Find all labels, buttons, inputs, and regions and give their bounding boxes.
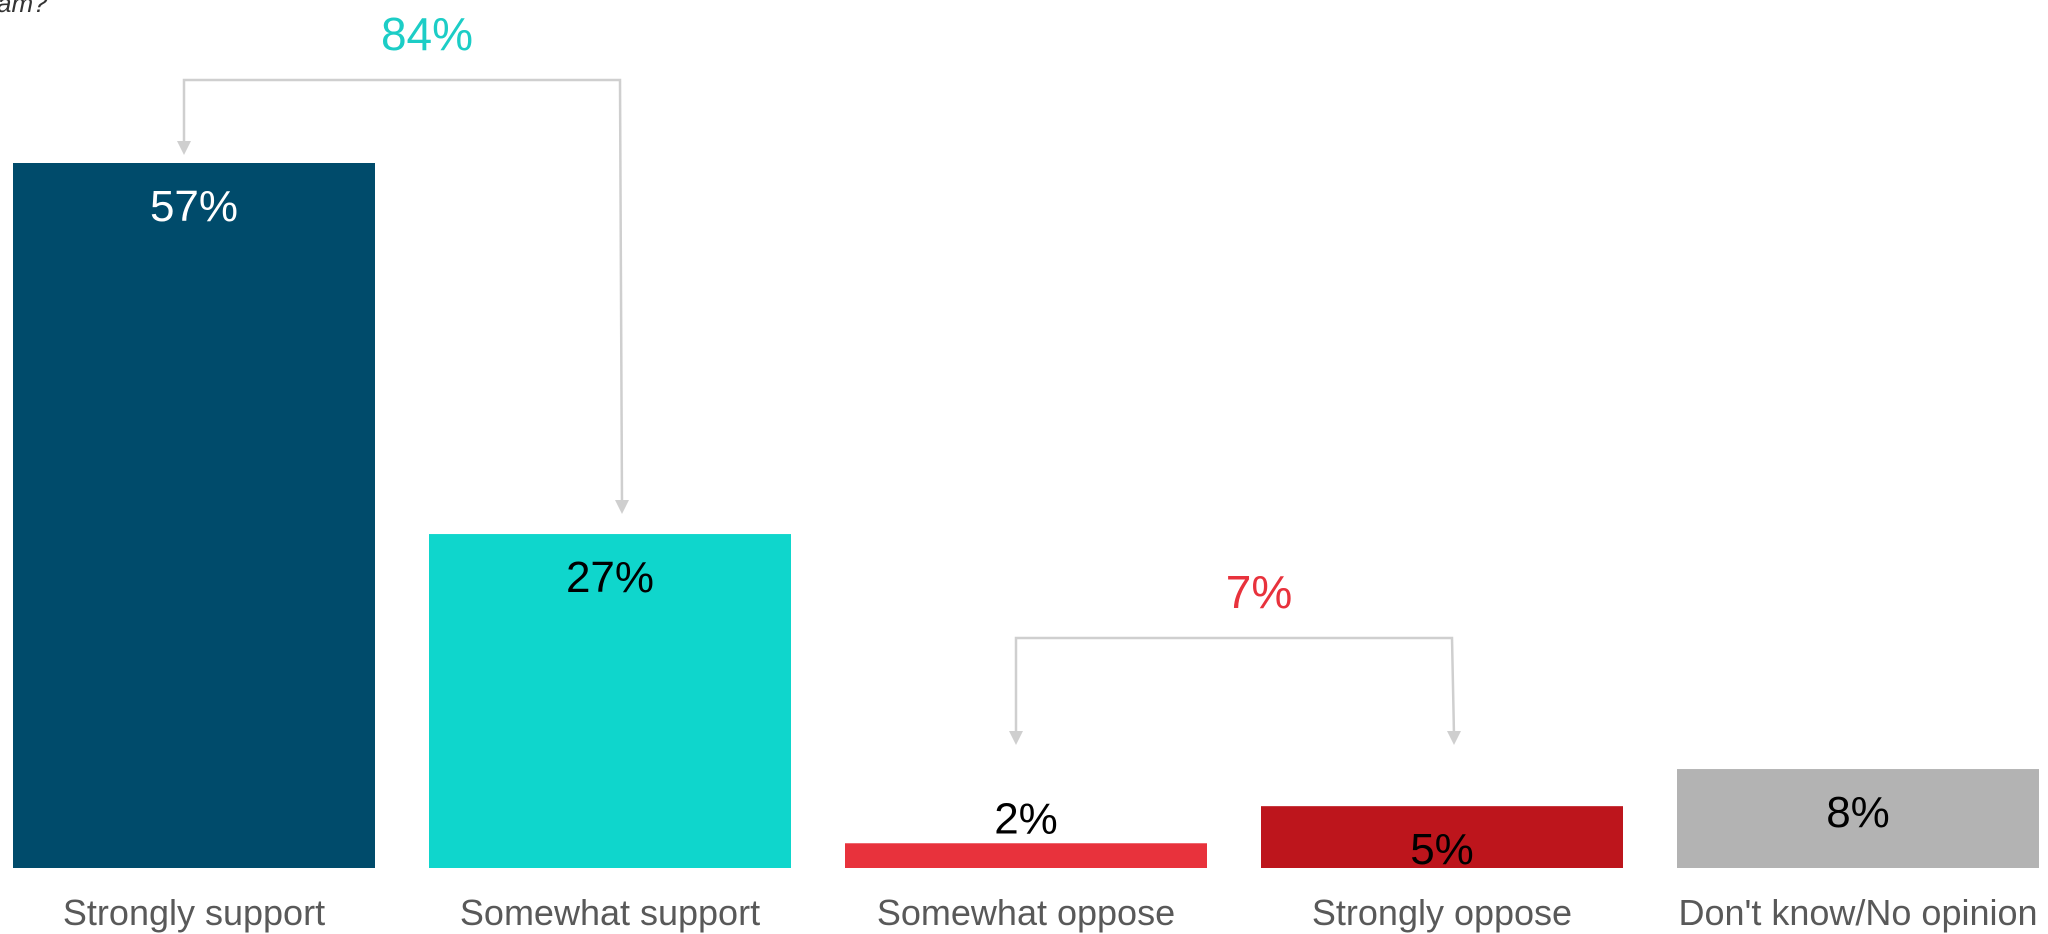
group-arrow-left-0 (177, 141, 191, 155)
category-label-strongly-oppose: Strongly oppose (1312, 892, 1572, 933)
category-label-strongly-support: Strongly support (63, 892, 325, 933)
value-labels: 57% 27% 2% 5% 8% (150, 182, 1890, 874)
bar-strongly-oppose (1261, 806, 1623, 868)
value-label-strongly-support: 57% (150, 182, 238, 231)
group-bracket-1 (1014, 636, 1456, 736)
bar-somewhat-oppose (845, 843, 1207, 868)
category-labels: Strongly support Somewhat support Somewhat… (63, 892, 2038, 933)
group-arrow-right-1 (1447, 731, 1461, 745)
question-fragment: am? (0, 0, 48, 18)
bar-somewhat-support (429, 534, 791, 868)
group-arrow-right-0 (615, 500, 629, 515)
group-arrow-left-1 (1009, 731, 1023, 745)
group-total-label-0: 84% (381, 8, 473, 60)
category-label-dont-know: Don't know/No opinion (1678, 892, 2037, 933)
group-brackets: 84% 7% (177, 8, 1461, 745)
category-label-somewhat-support: Somewhat support (460, 892, 760, 933)
group-bracket-0 (182, 78, 624, 505)
value-label-dont-know: 8% (1826, 788, 1890, 837)
category-label-somewhat-oppose: Somewhat oppose (877, 892, 1175, 933)
value-label-somewhat-oppose: 2% (994, 794, 1058, 843)
group-total-label-1: 7% (1226, 566, 1292, 618)
bar-dont-know (1677, 769, 2039, 868)
bar-strongly-support (13, 163, 375, 868)
bars (13, 163, 2039, 868)
value-label-somewhat-support: 27% (566, 553, 654, 602)
value-label-strongly-oppose: 5% (1410, 825, 1474, 874)
